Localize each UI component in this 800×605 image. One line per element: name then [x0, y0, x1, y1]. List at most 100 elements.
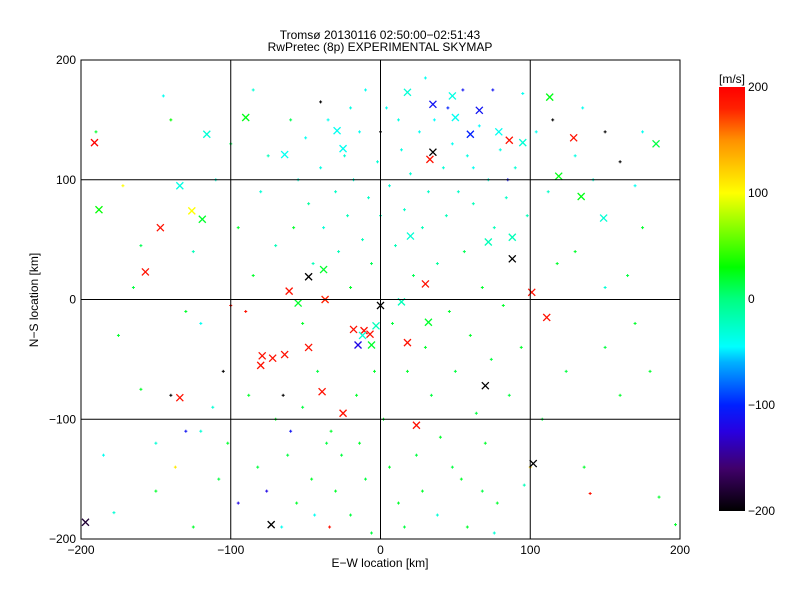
scatter-point-plus [582, 465, 586, 469]
scatter-point-plus [326, 118, 330, 122]
scatter-point-plus [376, 160, 380, 164]
marker-stroke [304, 272, 313, 281]
scatter-point-plus [311, 262, 315, 266]
scatter-point-plus [507, 393, 511, 397]
marker-stroke [372, 321, 380, 330]
scatter-point-plus [504, 196, 508, 200]
scatter-point-plus [390, 321, 394, 325]
scatter-point-plus [154, 489, 158, 493]
scatter-point-plus [184, 429, 188, 433]
scatter-point-plus [399, 148, 403, 152]
scatter-point-x [175, 393, 184, 402]
scatter-point-plus [555, 262, 559, 266]
scatter-point-plus [641, 130, 645, 134]
scatter-point-x [403, 88, 412, 97]
scatter-point-plus [364, 477, 368, 481]
scatter-point-plus [471, 202, 475, 206]
colorbar-label: [m/s] [719, 72, 745, 86]
scatter-point-plus [101, 453, 105, 457]
marker-stroke [466, 130, 475, 139]
scatter-point-plus [402, 525, 406, 529]
scatter-point-plus [139, 244, 143, 248]
scatter-point-plus [405, 369, 409, 373]
scatter-point-plus [573, 154, 577, 158]
scatter-point-plus [370, 531, 374, 535]
scatter-point-plus [265, 489, 269, 493]
scatter-point-x [294, 299, 303, 308]
scatter-point-plus [420, 489, 424, 493]
scatter-point-plus [358, 441, 362, 445]
marker-stroke [258, 351, 267, 360]
scatter-point-x [95, 205, 103, 214]
scatter-point-x [403, 338, 412, 347]
y-tick-label: −100 [49, 412, 76, 426]
x-tick-label: −200 [67, 543, 94, 557]
scatter-point-x [319, 265, 328, 274]
marker-stroke [156, 223, 165, 232]
scatter-point-plus [411, 274, 415, 278]
scatter-point-plus [361, 238, 365, 242]
scatter-point-x [406, 232, 415, 240]
scatter-point-plus [266, 154, 270, 158]
scatter-point-plus [491, 88, 495, 92]
scatter-point-plus [435, 513, 439, 517]
scatter-point-plus [173, 465, 177, 469]
scatter-point-plus [480, 489, 484, 493]
marker-stroke [198, 215, 207, 224]
scatter-point-x [508, 254, 517, 263]
colorbar-tick-label: −100 [748, 398, 775, 412]
scatter-point-plus [373, 369, 377, 373]
scatter-point-plus [573, 250, 577, 254]
scatter-point-plus [112, 511, 116, 515]
scatter-point-plus [367, 196, 371, 200]
scatter-point-plus [169, 393, 173, 397]
scatter-point-plus [618, 393, 622, 397]
scatter-point-plus [304, 136, 308, 140]
scatter-point-x [285, 287, 294, 296]
scatter-point-plus [534, 130, 538, 134]
scatter-point-x [354, 341, 362, 349]
x-tick-label: −100 [217, 543, 244, 557]
marker-stroke [542, 313, 551, 322]
scatter-point-x [505, 136, 514, 145]
scatter-point-plus [417, 130, 421, 134]
scatter-point-plus [289, 429, 293, 433]
scatter-point-plus [546, 190, 550, 194]
scatter-point-plus [346, 214, 350, 218]
marker-stroke [475, 106, 484, 115]
colorbar-tick-label: 200 [748, 80, 768, 94]
marker-stroke [285, 287, 294, 296]
marker-stroke [339, 409, 348, 418]
scatter-point-x [542, 313, 551, 322]
marker-stroke [349, 325, 358, 334]
scatter-point-plus [641, 226, 645, 230]
scatter-point-plus [465, 525, 469, 529]
scatter-point-plus [274, 244, 278, 248]
marker-stroke [367, 341, 376, 349]
scatter-point-plus [169, 118, 173, 122]
x-tick-label: 0 [377, 543, 384, 557]
scatter-point-x [529, 459, 538, 468]
scatter-point-plus [420, 226, 424, 230]
scatter-point-x [481, 381, 490, 390]
scatter-point-plus [468, 333, 472, 337]
scatter-point-x [367, 341, 376, 349]
marker-stroke [319, 265, 328, 274]
scatter-point-x [599, 214, 608, 223]
scatter-point-plus [459, 477, 463, 481]
scatter-point-plus [217, 477, 221, 481]
marker-stroke [403, 88, 412, 97]
plot-frame [80, 59, 681, 540]
marker-stroke [505, 136, 514, 145]
scatter-point-plus [489, 357, 493, 361]
scatter-point-plus [603, 130, 607, 134]
scatter-point-plus [221, 369, 225, 373]
scatter-point-plus [349, 106, 353, 110]
scatter-point-x [424, 318, 433, 327]
marker-stroke [141, 267, 150, 276]
scatter-point-x [527, 288, 536, 297]
scatter-point-plus [618, 160, 622, 164]
scatter-point-plus [396, 118, 400, 122]
scatter-point-plus [94, 130, 98, 134]
scatter-point-x [412, 421, 421, 430]
